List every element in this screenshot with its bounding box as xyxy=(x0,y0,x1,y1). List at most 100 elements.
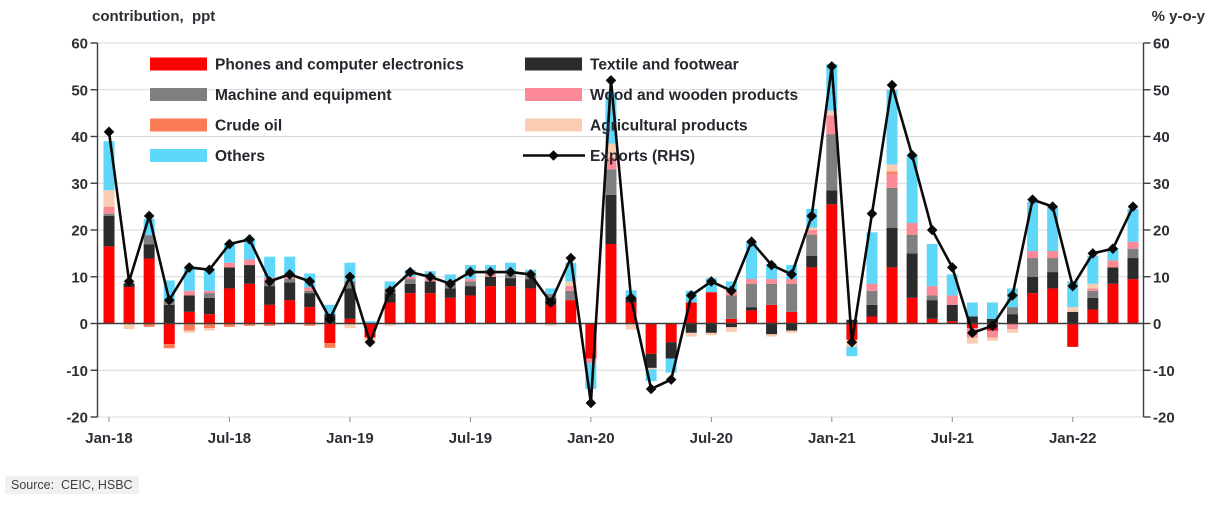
right-axis-label: 60 xyxy=(1153,36,1170,53)
bar-segment xyxy=(444,288,456,298)
bar-segment xyxy=(103,141,115,191)
bar-segment xyxy=(324,343,336,348)
left-axis-label: 50 xyxy=(71,82,88,99)
bar-segment xyxy=(906,253,918,298)
legend-swatch-phones-and-computer-electronics xyxy=(150,57,207,71)
bar-segment xyxy=(384,293,396,303)
bar-segment xyxy=(786,279,798,284)
bar-segment xyxy=(1047,288,1059,324)
left-axis-label: -10 xyxy=(66,363,88,380)
bar-segment xyxy=(103,246,115,324)
bar-segment xyxy=(946,274,958,296)
bar-segment xyxy=(806,255,818,268)
bar-segment xyxy=(826,204,838,324)
line-marker-diamond xyxy=(304,276,316,287)
bar-segment xyxy=(344,323,356,329)
bar-segment xyxy=(665,342,677,359)
line-marker-diamond xyxy=(384,285,396,297)
bar-segment xyxy=(585,323,597,359)
bar-segment xyxy=(966,316,978,324)
line-marker-diamond xyxy=(163,294,175,306)
bar-segment xyxy=(806,234,818,256)
bar-segment xyxy=(203,323,215,329)
legend-label-exports-rhs: Exports (RHS) xyxy=(590,148,695,165)
bar-segment xyxy=(806,230,818,235)
bar-segment xyxy=(866,232,878,284)
bar-segment xyxy=(1027,293,1039,324)
bar-segment xyxy=(826,190,838,205)
bar-segment xyxy=(605,157,617,170)
bar-segment xyxy=(625,302,637,324)
line-marker-diamond xyxy=(1047,201,1058,212)
bar-segment xyxy=(223,244,235,263)
bar-segment xyxy=(203,293,215,298)
bar-segment xyxy=(986,337,998,341)
line-marker-diamond xyxy=(967,327,978,339)
line-marker-diamond xyxy=(545,297,557,308)
line-marker-diamond xyxy=(926,224,938,236)
bar-segment xyxy=(264,256,276,278)
bar-segment xyxy=(605,169,617,195)
bar-segment xyxy=(1007,314,1019,324)
bar-segment xyxy=(143,218,155,236)
bar-segment xyxy=(926,300,938,319)
bar-segment xyxy=(1007,307,1019,315)
bar-segment xyxy=(183,290,195,296)
left-axis-label: 30 xyxy=(71,176,88,193)
bar-segment xyxy=(966,302,978,317)
line-marker-diamond xyxy=(424,271,436,283)
line-marker-diamond xyxy=(244,234,255,245)
bar-segment xyxy=(705,323,717,333)
right-axis-label: 0 xyxy=(1153,316,1161,333)
bar-segment xyxy=(103,206,115,214)
left-axis-label: 40 xyxy=(71,129,88,146)
bar-segment xyxy=(906,155,918,223)
bar-segment xyxy=(866,290,878,305)
bar-segment xyxy=(1107,248,1119,261)
bar-segment xyxy=(886,227,898,268)
legend-label-crude-oil: Crude oil xyxy=(215,118,282,135)
bar-segment xyxy=(986,330,998,338)
bar-segment xyxy=(545,288,557,295)
bar-segment xyxy=(926,295,938,301)
x-axis-label: Jan-22 xyxy=(1049,430,1097,447)
bar-segment xyxy=(1087,283,1099,289)
bar-segment xyxy=(143,323,155,327)
bar-segment xyxy=(866,304,878,317)
right-axis-label: -10 xyxy=(1153,363,1175,380)
bar-segment xyxy=(183,311,195,324)
bar-segment xyxy=(565,262,577,282)
bar-segment xyxy=(284,278,296,283)
right-axis-label: 50 xyxy=(1153,82,1170,99)
legend-label-agricultural-products: Agricultural products xyxy=(590,118,748,135)
bar-segment xyxy=(745,310,757,324)
bar-segment xyxy=(404,276,416,280)
bar-segment xyxy=(725,295,737,319)
right-axis-label: -20 xyxy=(1153,410,1175,427)
x-axis-label: Jan-20 xyxy=(567,430,615,447)
source-note: Source: CEIC, HSBC xyxy=(5,476,139,494)
right-axis-title: % y-o-y xyxy=(1151,8,1205,25)
bar-segment xyxy=(1027,251,1039,259)
bar-segment xyxy=(766,334,778,337)
bar-segment xyxy=(1087,309,1099,324)
line-marker-diamond xyxy=(364,336,376,348)
bar-segment xyxy=(766,304,778,324)
bar-segment xyxy=(404,293,416,324)
bar-segment xyxy=(505,278,517,287)
bar-segment xyxy=(444,297,456,324)
bar-segment xyxy=(625,323,637,330)
bar-segment xyxy=(745,242,757,280)
bar-segment xyxy=(1047,258,1059,273)
bar-segment xyxy=(464,279,476,282)
bar-segment xyxy=(1127,208,1139,242)
bar-segment xyxy=(244,323,256,326)
bar-segment xyxy=(525,279,537,289)
bar-segment xyxy=(264,304,276,324)
legend-swatch-machine-and-equipment xyxy=(150,88,207,101)
bar-segment xyxy=(766,265,778,280)
bar-segment xyxy=(464,295,476,324)
bar-segment xyxy=(1087,255,1099,284)
bar-segment xyxy=(424,281,436,294)
